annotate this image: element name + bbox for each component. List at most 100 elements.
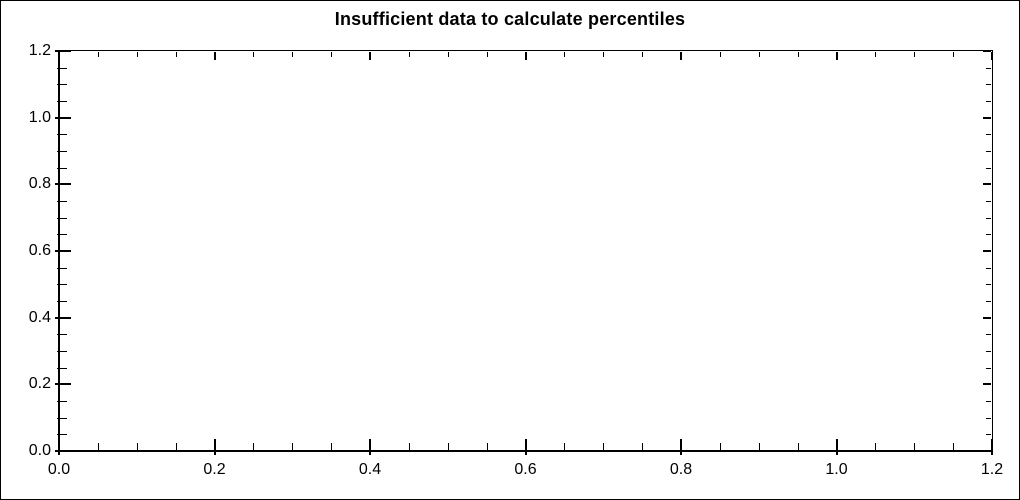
y-tick-label: 0.6: [28, 242, 51, 259]
y-minor-tick-right: [986, 167, 991, 169]
x-minor-tick: [797, 443, 799, 451]
x-minor-tick-top: [797, 52, 799, 57]
x-minor-tick-top: [953, 52, 955, 57]
y-minor-tick: [57, 134, 67, 136]
y-major-tick: [55, 316, 71, 319]
x-major-tick-top: [680, 52, 682, 60]
x-minor-tick: [758, 443, 760, 451]
y-minor-tick: [57, 217, 67, 219]
y-major-tick: [55, 383, 71, 386]
y-minor-tick: [57, 67, 67, 69]
x-minor-tick-top: [447, 52, 449, 57]
x-minor-tick: [97, 443, 99, 451]
x-tick-label: 0.2: [203, 461, 226, 478]
y-minor-tick-right: [986, 217, 991, 219]
x-minor-tick: [564, 443, 566, 451]
y-major-tick: [55, 450, 71, 452]
chart-title: Insufficient data to calculate percentil…: [334, 9, 686, 29]
y-minor-tick-right: [986, 267, 991, 269]
y-minor-tick: [57, 417, 67, 419]
x-tick-label: 0.6: [514, 461, 537, 478]
y-minor-tick-right: [986, 151, 991, 152]
x-minor-tick: [136, 443, 138, 451]
x-major-tick-top: [369, 52, 371, 60]
y-major-tick-right: [983, 450, 991, 452]
y-minor-tick-right: [986, 334, 991, 336]
x-minor-tick-top: [175, 52, 177, 57]
y-tick-label: 0.2: [28, 375, 51, 393]
x-minor-tick-top: [331, 52, 333, 57]
x-minor-tick: [914, 443, 916, 451]
x-tick-label: 0.8: [669, 461, 693, 478]
y-tick-label: 1.0: [28, 108, 51, 126]
x-major-tick-top: [991, 52, 993, 60]
y-major-tick-right: [983, 183, 991, 186]
y-minor-tick-right: [986, 201, 991, 202]
y-major-tick: [55, 250, 71, 252]
y-minor-tick: [57, 234, 67, 236]
y-minor-tick: [57, 367, 67, 369]
y-minor-tick: [57, 434, 67, 436]
x-minor-tick: [486, 443, 488, 451]
y-major-tick-right: [983, 250, 991, 252]
y-minor-tick: [57, 301, 67, 302]
y-minor-tick-right: [986, 417, 991, 419]
x-minor-tick: [642, 443, 644, 451]
x-minor-tick-top: [603, 52, 605, 57]
x-minor-tick-top: [408, 52, 410, 57]
y-minor-tick-right: [986, 351, 991, 352]
x-major-tick-top: [58, 52, 60, 60]
x-minor-tick-top: [719, 52, 721, 57]
x-major-tick: [369, 439, 371, 455]
y-minor-tick: [57, 267, 67, 269]
x-tick-label: 1.2: [980, 461, 1004, 478]
x-minor-tick: [953, 443, 955, 451]
x-minor-tick-top: [486, 52, 488, 57]
x-minor-tick-top: [875, 52, 877, 57]
x-minor-tick: [719, 443, 721, 451]
x-minor-tick-top: [914, 52, 916, 57]
y-minor-tick-right: [986, 234, 991, 236]
y-minor-tick-right: [986, 67, 991, 69]
y-tick-label: 1.2: [28, 42, 51, 59]
y-major-tick: [55, 183, 71, 186]
x-minor-tick-top: [253, 52, 255, 57]
y-major-tick-right: [983, 50, 991, 52]
y-minor-tick-right: [986, 434, 991, 436]
x-minor-tick: [875, 443, 877, 451]
y-tick-label: 0.0: [28, 442, 51, 459]
x-minor-tick: [253, 443, 255, 451]
y-tick-label: 0.8: [28, 175, 51, 193]
x-major-tick: [213, 439, 216, 455]
plot-area: [58, 50, 993, 452]
y-minor-tick: [57, 334, 67, 336]
y-minor-tick-right: [986, 401, 991, 402]
x-minor-tick: [408, 443, 410, 451]
x-major-tick-top: [835, 52, 838, 60]
y-minor-tick-right: [986, 134, 991, 136]
x-minor-tick-top: [97, 52, 99, 57]
x-minor-tick-top: [292, 52, 294, 57]
x-tick-label: 0.4: [358, 461, 382, 478]
y-minor-tick: [57, 401, 67, 402]
y-minor-tick-right: [986, 84, 991, 86]
x-minor-tick-top: [564, 52, 566, 57]
y-minor-tick: [57, 201, 67, 202]
y-major-tick-right: [983, 316, 991, 319]
x-minor-tick: [292, 443, 294, 451]
x-minor-tick: [331, 443, 333, 451]
x-minor-tick-top: [136, 52, 138, 57]
x-minor-tick: [603, 443, 605, 451]
y-major-tick-right: [983, 116, 991, 119]
y-minor-tick-right: [986, 284, 991, 286]
y-minor-tick: [57, 151, 67, 152]
x-major-tick: [680, 439, 682, 455]
y-minor-tick: [57, 101, 67, 102]
y-minor-tick: [57, 351, 67, 352]
y-major-tick-right: [983, 383, 991, 386]
x-major-tick: [58, 439, 60, 455]
y-major-tick: [55, 116, 71, 119]
x-tick-label: 1.0: [825, 461, 848, 478]
x-minor-tick-top: [758, 52, 760, 57]
